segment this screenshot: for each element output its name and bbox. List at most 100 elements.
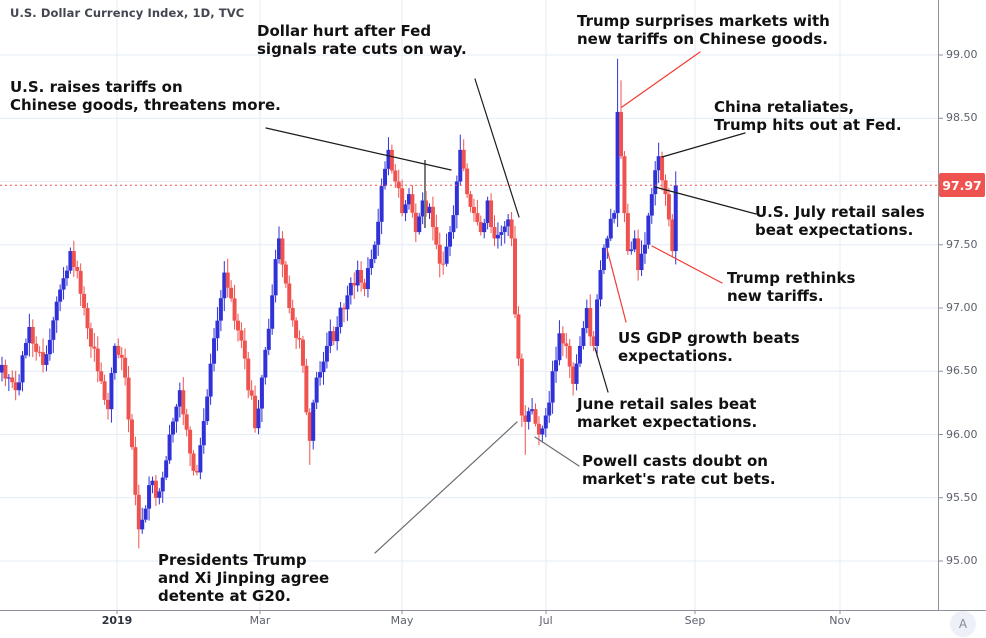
candle-body <box>612 213 617 219</box>
price-axis-label: 96.50 <box>946 364 978 378</box>
candle-body <box>58 289 63 302</box>
candle-body <box>410 194 415 213</box>
candle-body <box>478 222 483 233</box>
candle-body <box>629 249 634 252</box>
candle-body <box>441 263 446 265</box>
candle-body <box>492 227 497 239</box>
price-axis-label: 99.00 <box>946 48 978 61</box>
candle-body <box>458 149 463 182</box>
time-axis-label: Mar <box>249 614 271 627</box>
time-axis-label: Sep <box>684 614 706 627</box>
candle-body <box>300 339 305 366</box>
candle-body <box>352 282 357 286</box>
candle-body <box>246 358 251 391</box>
candle-body <box>495 234 500 239</box>
candle-body <box>362 282 367 290</box>
candle-body <box>222 272 227 299</box>
price-axis-label: 97.50 <box>946 237 978 251</box>
candle-body <box>37 351 42 353</box>
candle-body <box>485 200 490 224</box>
candle-body <box>608 218 613 239</box>
candle-body <box>304 365 309 413</box>
candle-body <box>201 421 206 446</box>
candle-body <box>106 399 111 410</box>
candle-body <box>622 156 627 214</box>
candle-body <box>598 270 603 300</box>
candle-body <box>297 338 302 340</box>
dollar-hurt-after-fed-pointer-line <box>474 78 520 218</box>
candle-body <box>311 402 316 441</box>
candle-body <box>147 485 152 509</box>
price-axis-label: 96.00 <box>946 427 978 441</box>
candle-body <box>75 266 80 271</box>
candle-body <box>30 326 35 344</box>
candle-body <box>427 206 432 214</box>
candle-body <box>277 238 282 260</box>
candle-body <box>95 348 100 372</box>
candle-body <box>656 156 661 171</box>
candle-body <box>540 428 545 435</box>
candle-body <box>123 357 128 378</box>
candle-body <box>499 232 504 235</box>
candle-body <box>619 111 624 157</box>
candle-body <box>133 447 138 495</box>
candle-body <box>47 339 52 355</box>
candle-body <box>174 406 179 422</box>
time-scale[interactable]: 2019 Mar May Jul Sep Nov <box>0 611 986 638</box>
trump-rethinks-tariffs-pointer-line <box>651 245 723 284</box>
candle-body <box>249 390 254 396</box>
candle-body <box>129 419 134 448</box>
candle-body <box>584 308 589 328</box>
candle-body <box>273 259 278 296</box>
candle-body <box>171 421 175 435</box>
candle-body <box>557 333 562 361</box>
candle-body <box>567 345 572 367</box>
candle-body <box>444 246 449 264</box>
candle-body <box>355 270 360 286</box>
candle-body <box>338 307 343 327</box>
candle-body <box>109 373 114 410</box>
candle-body <box>314 377 319 403</box>
candle-body <box>653 170 658 195</box>
candle-body <box>263 349 268 378</box>
candle-body <box>68 251 73 271</box>
candle-body <box>359 270 364 283</box>
candle-body <box>13 382 18 391</box>
candle-body <box>328 331 333 346</box>
candle-body <box>253 395 258 429</box>
candle-body <box>636 238 641 271</box>
candle-body <box>218 298 223 321</box>
candle-body <box>536 423 541 435</box>
candle-body <box>0 364 4 373</box>
candle-body <box>331 331 336 342</box>
candle-body <box>376 221 381 245</box>
candle-body <box>420 200 425 217</box>
candle-body <box>17 382 22 391</box>
time-axis-label: May <box>390 614 414 627</box>
candle-body <box>526 411 531 422</box>
candle-body <box>516 314 521 359</box>
candle-body <box>71 251 76 267</box>
price-scale[interactable]: 99.0098.5098.0097.5097.0096.5096.0095.50… <box>938 0 986 610</box>
symbol-title[interactable]: U.S. Dollar Currency Index, 1D, TVC <box>10 6 245 20</box>
candle-body <box>225 272 230 288</box>
candle-body <box>533 409 538 424</box>
candle-body <box>153 480 158 498</box>
candle-body <box>403 204 408 214</box>
candle-body <box>475 213 480 223</box>
candle-body <box>670 219 675 252</box>
candle-body <box>660 156 665 181</box>
last-price-label: 97.97 <box>939 173 985 198</box>
candle-body <box>554 360 559 372</box>
candle-body <box>365 268 370 290</box>
candle-body <box>280 238 285 265</box>
candle-body <box>345 295 350 310</box>
candle-body <box>198 445 203 473</box>
candle-body <box>167 434 172 461</box>
candle-body <box>3 364 8 379</box>
price-axis-label: 95.50 <box>946 490 978 504</box>
candle-body <box>424 200 429 214</box>
candle-body <box>523 415 528 422</box>
account-badge[interactable]: A <box>950 611 976 637</box>
